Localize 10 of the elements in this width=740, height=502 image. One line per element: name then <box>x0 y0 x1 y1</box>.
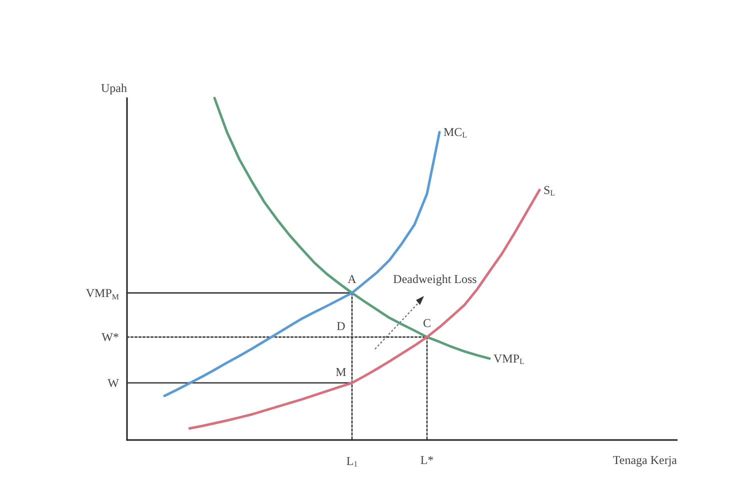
annotation: A <box>348 272 357 286</box>
x-tick-label: L* <box>420 453 434 467</box>
annotation: C <box>422 316 432 330</box>
series-label: W* <box>102 330 119 344</box>
annotation: M <box>336 364 347 379</box>
annotation: Deadweight Loss <box>393 272 478 286</box>
x-axis-title: Tenaga Kerja <box>612 453 678 467</box>
y-axis-title: Upah <box>101 81 127 95</box>
annotation: D <box>336 319 346 334</box>
series-label: W <box>108 376 120 390</box>
